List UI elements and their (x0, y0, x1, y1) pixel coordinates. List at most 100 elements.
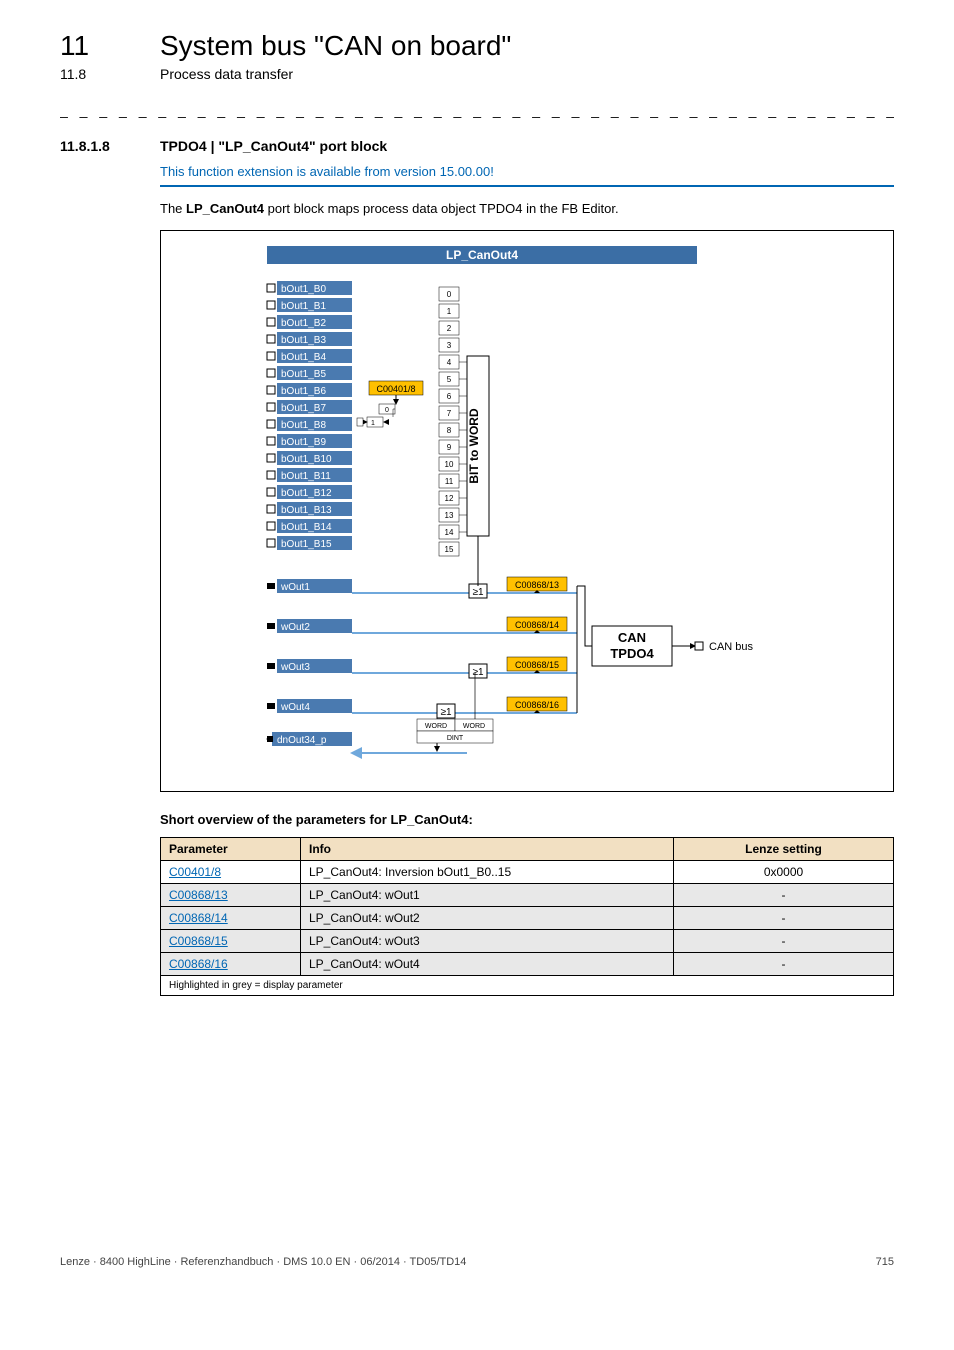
bit-label: bOut1_B7 (281, 403, 326, 414)
param-setting: - (674, 930, 894, 953)
word-dint-box: WORD WORD DINT (417, 719, 493, 743)
bit-label: bOut1_B12 (281, 488, 332, 499)
ccode-label: C00868/13 (515, 580, 559, 590)
bit-label: bOut1_B2 (281, 318, 326, 329)
col-setting: Lenze setting (674, 838, 894, 861)
bit-num: 0 (447, 290, 452, 299)
bit-num: 1 (447, 307, 452, 316)
bit-port (267, 505, 275, 513)
bit-num: 14 (445, 528, 454, 537)
section-number: 11.8 (60, 66, 120, 82)
table-row: C00868/15 LP_CanOut4: wOut3- (161, 930, 894, 953)
wout-label: wOut3 (280, 662, 310, 673)
body-bold: LP_CanOut4 (186, 201, 264, 216)
bit-label: bOut1_B3 (281, 335, 326, 346)
table-row: C00868/14 LP_CanOut4: wOut2- (161, 907, 894, 930)
diagram-svg: LP_CanOut4 bOut1_B0bOut1_B1bOut1_B2bOut1… (207, 241, 847, 771)
bit-label: bOut1_B0 (281, 284, 326, 295)
block-diagram: LP_CanOut4 bOut1_B0bOut1_B1bOut1_B2bOut1… (160, 230, 894, 792)
bit-num: 11 (445, 477, 454, 486)
bit-port (267, 471, 275, 479)
bit-port (267, 539, 275, 547)
bit-label: bOut1_B10 (281, 454, 332, 465)
wout-label: wOut2 (280, 622, 310, 633)
bit-port (267, 301, 275, 309)
bit-num: 2 (447, 324, 452, 333)
bit-num: 6 (447, 392, 452, 401)
bit-label: bOut1_B15 (281, 539, 332, 550)
body-text: The LP_CanOut4 port block maps process d… (160, 201, 894, 216)
param-link[interactable]: C00868/14 (169, 911, 228, 925)
bit-label: bOut1_B11 (281, 471, 331, 482)
bit-label: bOut1_B8 (281, 420, 326, 431)
bit-port (267, 284, 275, 292)
bit-label: bOut1_B6 (281, 386, 326, 397)
ge1-label: ≥1 (472, 587, 483, 598)
param-info: LP_CanOut4: Inversion bOut1_B0..15 (301, 861, 674, 884)
svg-text:0: 0 (385, 407, 389, 414)
params-table: Parameter Info Lenze setting C00401/8 LP_… (160, 837, 894, 996)
param-setting: - (674, 884, 894, 907)
svg-text:DINT: DINT (447, 735, 464, 742)
ge1-label: ≥1 (472, 667, 483, 678)
inverter-symbol: 0 1 (357, 404, 395, 427)
param-link[interactable]: C00868/13 (169, 888, 228, 902)
footer-page: 715 (876, 1256, 894, 1268)
blue-rule (160, 185, 894, 187)
bit-port (267, 488, 275, 496)
canbus-port (695, 642, 703, 650)
wout-label: wOut1 (280, 582, 310, 593)
col-info: Info (301, 838, 674, 861)
bit-label: bOut1_B14 (281, 522, 332, 533)
bit-label: bOut1_B13 (281, 505, 332, 516)
bit-port (267, 335, 275, 343)
chapter-number: 11 (60, 30, 120, 62)
bit-to-word-label: BIT to WORD (467, 408, 481, 484)
param-info: LP_CanOut4: wOut4 (301, 953, 674, 976)
bit-num: 15 (445, 545, 454, 554)
inv-code: C00401/8 (376, 384, 415, 394)
diagram-title: LP_CanOut4 (446, 248, 518, 262)
bit-port (267, 403, 275, 411)
version-note: This function extension is available fro… (160, 164, 894, 179)
bit-num: 4 (447, 358, 452, 367)
col-parameter: Parameter (161, 838, 301, 861)
table-row: C00868/16 LP_CanOut4: wOut4- (161, 953, 894, 976)
ccode-label: C00868/14 (515, 620, 559, 630)
bit-label: bOut1_B4 (281, 352, 326, 363)
svg-text:1: 1 (371, 420, 375, 427)
wout-port (267, 583, 275, 589)
wout-port (267, 703, 275, 709)
bit-label: bOut1_B5 (281, 369, 326, 380)
bit-num: 5 (447, 375, 452, 384)
param-setting: - (674, 907, 894, 930)
ccode-label: C00868/16 (515, 700, 559, 710)
canbus-label: CAN bus (709, 641, 754, 653)
bit-port (267, 522, 275, 530)
svg-text:WORD: WORD (425, 723, 447, 730)
body-prefix: The (160, 201, 186, 216)
ge1-label: ≥1 (440, 707, 451, 718)
table-footnote: Highlighted in grey = display parameter (161, 976, 894, 996)
bit-port (267, 454, 275, 462)
param-link[interactable]: C00868/15 (169, 934, 228, 948)
chapter-title: System bus "CAN on board" (160, 30, 511, 62)
param-link[interactable]: C00401/8 (169, 865, 221, 879)
param-link[interactable]: C00868/16 (169, 957, 228, 971)
wout-port (267, 623, 275, 629)
ccode-label: C00868/15 (515, 660, 559, 670)
dnout-label: dnOut34_p (277, 735, 327, 746)
param-setting: - (674, 953, 894, 976)
table-row: C00401/8 LP_CanOut4: Inversion bOut1_B0..… (161, 861, 894, 884)
param-setting: 0x0000 (674, 861, 894, 884)
bit-num: 12 (445, 494, 454, 503)
param-info: LP_CanOut4: wOut3 (301, 930, 674, 953)
param-info: LP_CanOut4: wOut2 (301, 907, 674, 930)
bit-num: 8 (447, 426, 452, 435)
svg-text:WORD: WORD (463, 723, 485, 730)
bit-num: 3 (447, 341, 452, 350)
bit-port (267, 386, 275, 394)
divider: _ _ _ _ _ _ _ _ _ _ _ _ _ _ _ _ _ _ _ _ … (60, 102, 894, 118)
bit-port (267, 318, 275, 326)
bit-port (267, 437, 275, 445)
